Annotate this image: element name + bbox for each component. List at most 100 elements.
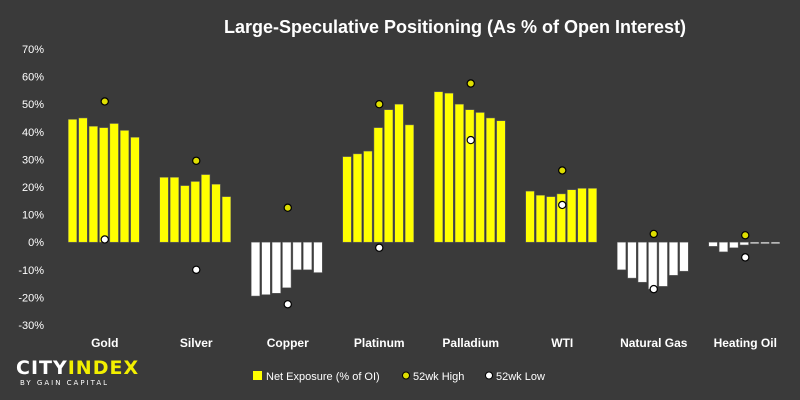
bar-platinum-2	[352, 153, 362, 243]
bar-platinum-4	[373, 127, 383, 243]
marker-52wk-high-palladium	[466, 79, 475, 88]
y-tick-label: 10%	[22, 210, 44, 222]
bar-wti-4	[556, 193, 566, 243]
legend-marker-52wk-high	[402, 371, 410, 380]
bar-copper-4	[282, 241, 292, 288]
marker-52wk-low-wti	[558, 200, 567, 210]
bar-palladium-4	[465, 109, 475, 243]
bar-silver-1	[159, 177, 169, 243]
bar-copper-7	[313, 241, 323, 273]
bar-heating-oil-4	[739, 241, 749, 246]
y-tick-label: 40%	[22, 127, 44, 139]
chart-title: Large-Speculative Positioning (As % of O…	[224, 17, 686, 37]
category-label-palladium: Palladium	[442, 336, 499, 350]
bar-natural-gas-2	[627, 241, 637, 279]
bar-palladium-2	[444, 92, 454, 243]
legend-label-52wk-high: 52wk High	[413, 371, 464, 383]
y-tick-label: 20%	[22, 182, 44, 194]
legend-swatch-net-exposure	[253, 371, 262, 380]
marker-52wk-low-silver	[192, 265, 201, 274]
bar-copper-5	[292, 241, 302, 271]
bar-palladium-3	[454, 103, 464, 243]
bar-palladium-7	[496, 120, 506, 243]
bar-heating-oil-3	[729, 241, 739, 248]
bar-natural-gas-5	[658, 241, 668, 287]
bar-palladium-6	[486, 117, 496, 243]
bar-natural-gas-7	[679, 241, 689, 272]
bar-silver-5	[201, 174, 211, 243]
bar-gold-6	[120, 130, 130, 243]
bar-gold-3	[88, 126, 98, 243]
bar-platinum-3	[363, 150, 373, 243]
marker-52wk-low-natural-gas	[649, 284, 658, 294]
y-tick-label: 60%	[22, 72, 44, 84]
bar-platinum-1	[342, 156, 352, 243]
legend-label-52wk-low: 52wk Low	[496, 371, 545, 383]
bar-platinum-7	[404, 124, 414, 243]
bar-gold-1	[68, 119, 78, 243]
bar-natural-gas-4	[648, 241, 658, 290]
bar-wti-3	[546, 196, 556, 243]
bar-natural-gas-3	[637, 241, 647, 283]
marker-52wk-high-wti	[558, 166, 567, 175]
bar-silver-4	[190, 181, 200, 243]
bar-copper-6	[303, 241, 313, 271]
y-tick-label: 0%	[28, 237, 44, 249]
bar-gold-7	[130, 137, 140, 243]
marker-52wk-high-natural-gas	[649, 229, 658, 239]
bar-copper-2	[261, 241, 271, 295]
marker-52wk-low-palladium	[466, 135, 475, 145]
bar-silver-2	[169, 177, 179, 243]
markers	[100, 79, 750, 309]
bar-heating-oil-7	[770, 241, 781, 244]
bar-heating-oil-6	[760, 241, 770, 244]
bar-gold-4	[99, 127, 109, 243]
bar-wti-2	[535, 195, 546, 243]
marker-52wk-high-copper	[283, 203, 292, 212]
marker-52wk-low-heating-oil	[741, 253, 750, 262]
marker-52wk-low-platinum	[375, 243, 384, 252]
y-tick-label: -30%	[18, 320, 44, 332]
city-index-logo: CITYINDEX BY GAIN CAPITAL	[16, 358, 166, 392]
y-tick-label: -10%	[18, 265, 44, 277]
bar-wti-1	[525, 190, 535, 243]
category-label-platinum: Platinum	[354, 336, 405, 350]
bar-copper-1	[251, 241, 261, 297]
bar-gold-2	[78, 117, 88, 243]
category-label-wti: WTI	[551, 336, 573, 350]
bar-wti-7	[587, 188, 598, 243]
y-tick-label: 30%	[22, 154, 44, 166]
bar-silver-3	[180, 185, 190, 243]
logo-subtitle: BY GAIN CAPITAL	[20, 379, 110, 387]
y-tick-label: -20%	[18, 292, 44, 304]
bar-silver-6	[211, 183, 221, 243]
legend-label-net-exposure: Net Exposure (% of OI)	[266, 371, 380, 383]
logo-text-city: CITY	[16, 357, 68, 379]
marker-52wk-high-heating-oil	[741, 231, 750, 240]
y-tick-label: 70%	[22, 44, 44, 56]
category-label-heating-oil: Heating Oil	[714, 336, 777, 350]
bar-silver-7	[221, 196, 231, 243]
bar-copper-3	[271, 241, 281, 294]
marker-52wk-low-gold	[100, 235, 109, 244]
bar-platinum-5	[384, 109, 394, 243]
y-axis: 70% 60% 50% 40% 30% 20% 10% 0% -10% -20% -30%	[18, 44, 44, 332]
marker-52wk-low-copper	[283, 300, 292, 309]
bar-platinum-6	[394, 103, 404, 243]
legend-marker-52wk-low	[485, 371, 493, 380]
category-label-copper: Copper	[267, 336, 309, 350]
marker-52wk-high-gold	[100, 97, 109, 106]
bar-heating-oil-1	[708, 241, 718, 247]
marker-52wk-high-silver	[192, 156, 201, 165]
category-label-silver: Silver	[180, 336, 213, 350]
bar-heating-oil-5	[750, 241, 760, 244]
legend: Net Exposure (% of OI) 52wk High 52wk Lo…	[253, 371, 545, 383]
category-label-natural-gas: Natural Gas	[620, 336, 688, 350]
bar-natural-gas-1	[617, 241, 627, 271]
x-axis: Gold Silver Copper Platinum Palladium WTI Natu…	[91, 336, 777, 350]
bars	[68, 91, 781, 297]
bar-wti-5	[567, 189, 577, 243]
y-tick-label: 50%	[22, 99, 44, 111]
bar-palladium-1	[434, 91, 444, 243]
